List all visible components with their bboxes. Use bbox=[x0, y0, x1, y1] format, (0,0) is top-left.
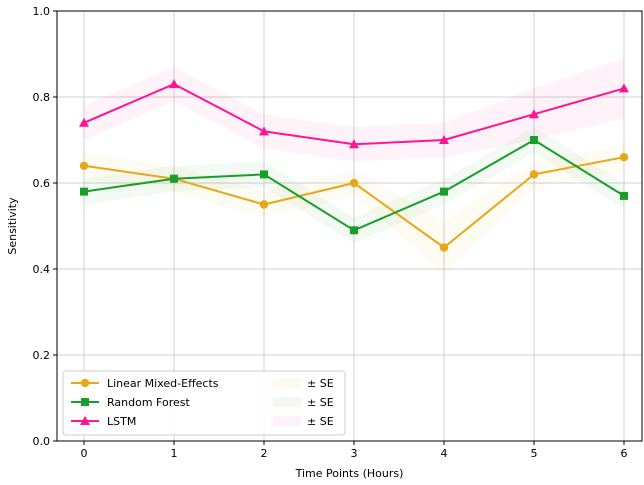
legend-marker bbox=[80, 416, 90, 425]
data-point bbox=[350, 226, 358, 235]
data-point bbox=[440, 187, 448, 196]
legend-marker bbox=[80, 378, 90, 388]
y-tick-label: 0.0 bbox=[33, 435, 51, 448]
y-tick-label: 0.8 bbox=[33, 91, 51, 104]
data-point bbox=[439, 243, 449, 252]
data-point bbox=[79, 161, 89, 170]
x-axis-label: Time Points (Hours) bbox=[295, 467, 404, 480]
x-tick-label: 2 bbox=[261, 447, 268, 460]
data-point bbox=[80, 187, 88, 196]
data-point bbox=[169, 79, 179, 89]
x-ticks: 0 1 2 3 4 5 6 bbox=[81, 441, 628, 460]
x-tick-label: 5 bbox=[531, 447, 538, 460]
y-tick-label: 1.0 bbox=[33, 5, 51, 18]
data-point bbox=[260, 170, 268, 179]
x-tick-label: 3 bbox=[351, 447, 358, 460]
y-tick-label: 0.6 bbox=[33, 177, 51, 190]
data-point bbox=[619, 83, 629, 93]
x-tick-label: 0 bbox=[81, 447, 88, 460]
y-tick-label: 0.2 bbox=[33, 349, 51, 362]
data-point bbox=[259, 200, 269, 209]
data-point bbox=[349, 178, 359, 188]
data-point bbox=[530, 136, 538, 144]
legend-marker bbox=[81, 398, 89, 406]
x-tick-label: 6 bbox=[621, 447, 628, 460]
plot-frame bbox=[56, 10, 643, 442]
legend-band-swatch bbox=[273, 397, 301, 407]
legend-band-label: ± SE bbox=[307, 396, 334, 409]
x-tick-label: 1 bbox=[171, 447, 178, 460]
legend-band-label: ± SE bbox=[307, 377, 334, 390]
se-band-1 bbox=[84, 127, 624, 244]
y-axis-label: Sensitivity bbox=[6, 197, 19, 255]
data-point bbox=[259, 126, 269, 136]
series-markers bbox=[79, 79, 629, 252]
se-bands bbox=[84, 58, 624, 274]
y-ticks: 0.0 0.2 0.4 0.6 0.8 1.0 bbox=[33, 5, 57, 448]
data-point bbox=[620, 191, 628, 200]
data-point bbox=[349, 139, 359, 149]
se-band-0 bbox=[84, 144, 624, 274]
data-point bbox=[529, 170, 539, 179]
legend-band-swatch bbox=[273, 416, 301, 426]
data-point bbox=[439, 135, 449, 144]
se-band-2 bbox=[84, 58, 624, 162]
legend-band-label: ± SE bbox=[307, 415, 334, 428]
data-point bbox=[170, 174, 178, 183]
data-point bbox=[79, 117, 89, 127]
legend-label: LSTM bbox=[107, 415, 136, 428]
legend-band-swatch bbox=[273, 378, 301, 388]
legend-box bbox=[62, 370, 346, 436]
legend-label: Linear Mixed-Effects bbox=[107, 377, 219, 390]
data-point bbox=[529, 109, 539, 119]
data-point bbox=[619, 153, 629, 162]
legend: Linear Mixed-Effects ± SE Random Forest ± S… bbox=[62, 370, 346, 436]
legend-label: Random Forest bbox=[107, 396, 190, 409]
y-tick-label: 0.4 bbox=[33, 263, 51, 276]
x-tick-label: 4 bbox=[441, 447, 448, 460]
